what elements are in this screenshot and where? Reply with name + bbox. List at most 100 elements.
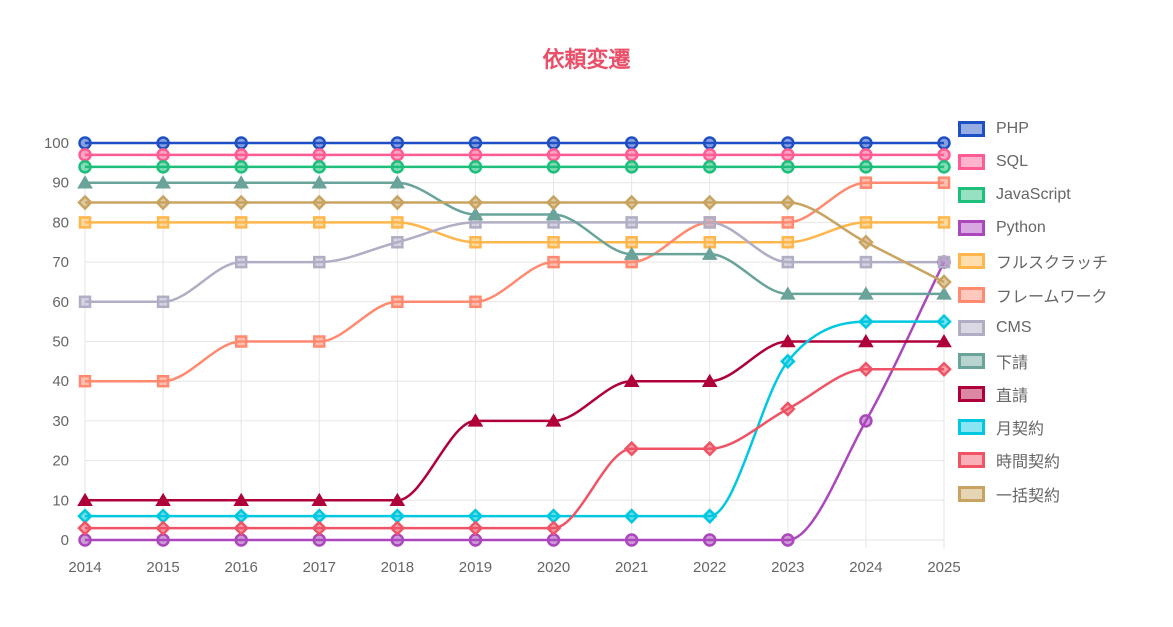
data-point: [623, 440, 640, 457]
data-point: [234, 148, 248, 162]
data-point: [156, 136, 170, 150]
y-tick-label: 50: [52, 334, 69, 351]
data-point: [703, 236, 716, 249]
legend-label: Python: [996, 219, 1046, 237]
y-tick-label: 0: [61, 532, 69, 549]
data-point: [390, 136, 405, 150]
data-point: [389, 194, 406, 211]
data-point: [467, 413, 484, 427]
data-point: [468, 136, 483, 150]
data-point: [546, 533, 561, 547]
data-point: [156, 216, 170, 229]
data-point: [624, 533, 639, 547]
data-point: [546, 136, 561, 150]
data-point: [936, 274, 952, 290]
data-point: [311, 194, 328, 211]
legend-swatch: [958, 319, 985, 336]
data-point: [859, 148, 873, 162]
series-4-line: [85, 221, 944, 244]
legend-item[interactable]: 下請: [958, 344, 1108, 377]
data-point: [701, 508, 718, 524]
data-point: [313, 216, 326, 229]
data-point: [781, 255, 795, 269]
data-point: [780, 286, 796, 300]
data-point: [156, 374, 170, 388]
legend-item[interactable]: 一括契約: [958, 477, 1108, 510]
data-point: [702, 160, 717, 174]
data-point: [78, 374, 92, 388]
data-point: [781, 236, 795, 249]
data-point: [701, 246, 718, 260]
legend-item[interactable]: Python: [958, 212, 1108, 245]
data-point: [234, 160, 248, 174]
y-tick-label: 40: [52, 373, 69, 390]
data-point: [391, 236, 404, 249]
legend-label: CMS: [996, 318, 1032, 336]
x-tick-label: 2018: [381, 559, 414, 576]
x-tick-label: 2025: [927, 559, 960, 576]
data-point: [233, 520, 249, 536]
legend-item[interactable]: SQL: [958, 145, 1108, 178]
data-point: [77, 194, 93, 211]
legend-item[interactable]: 直請: [958, 378, 1108, 411]
legend-label: 下請: [996, 354, 1029, 372]
legend-label: 月契約: [996, 421, 1045, 439]
chart-title: 依頼変遷: [542, 48, 631, 73]
data-point: [781, 216, 795, 229]
y-tick-label: 100: [44, 135, 69, 152]
data-point: [858, 361, 874, 378]
data-point: [468, 160, 483, 174]
data-point: [624, 148, 639, 162]
legend-item[interactable]: JavaScript: [958, 178, 1108, 211]
data-point: [78, 136, 92, 150]
data-point: [155, 175, 171, 189]
legend-label: 一括契約: [996, 487, 1061, 505]
legend-swatch: [958, 419, 985, 436]
x-tick-label: 2022: [693, 559, 726, 576]
legend-item[interactable]: フレームワーク: [958, 278, 1108, 311]
data-point: [702, 148, 717, 162]
data-point: [77, 520, 93, 536]
x-tick-label: 2019: [459, 559, 492, 576]
legend-item[interactable]: CMS: [958, 311, 1108, 344]
legend-item[interactable]: PHP: [958, 112, 1108, 145]
y-tick-label: 70: [52, 254, 69, 271]
legend-swatch: [958, 286, 985, 303]
legend-item[interactable]: 月契約: [958, 411, 1108, 444]
data-point: [312, 136, 327, 150]
data-point: [234, 533, 248, 547]
data-point: [859, 136, 873, 150]
legend-item[interactable]: フルスクラッチ: [958, 245, 1108, 278]
data-point: [390, 533, 405, 547]
data-point: [702, 533, 717, 547]
data-point: [781, 136, 795, 150]
data-point: [234, 216, 248, 229]
data-point: [391, 295, 404, 309]
data-point: [624, 160, 639, 174]
data-point: [623, 508, 640, 524]
data-point: [390, 160, 405, 174]
data-point: [937, 136, 951, 150]
legend-swatch: [958, 253, 985, 270]
data-point: [469, 236, 482, 249]
data-point: [859, 176, 873, 189]
data-point: [937, 255, 951, 269]
data-point: [78, 160, 92, 174]
legend-item[interactable]: 時間契約: [958, 444, 1108, 477]
data-point: [702, 136, 717, 150]
legend-swatch: [958, 120, 985, 137]
data-point: [78, 148, 92, 162]
series-5-line: [84, 181, 944, 383]
legend-label: JavaScript: [996, 185, 1071, 203]
data-point: [469, 295, 482, 309]
data-point: [155, 194, 171, 211]
data-point: [701, 194, 718, 211]
data-point: [391, 216, 404, 229]
data-point: [701, 440, 718, 457]
data-point: [467, 520, 484, 536]
data-point: [311, 492, 328, 507]
data-point: [780, 334, 796, 348]
data-point: [468, 148, 483, 162]
data-point: [703, 216, 716, 229]
